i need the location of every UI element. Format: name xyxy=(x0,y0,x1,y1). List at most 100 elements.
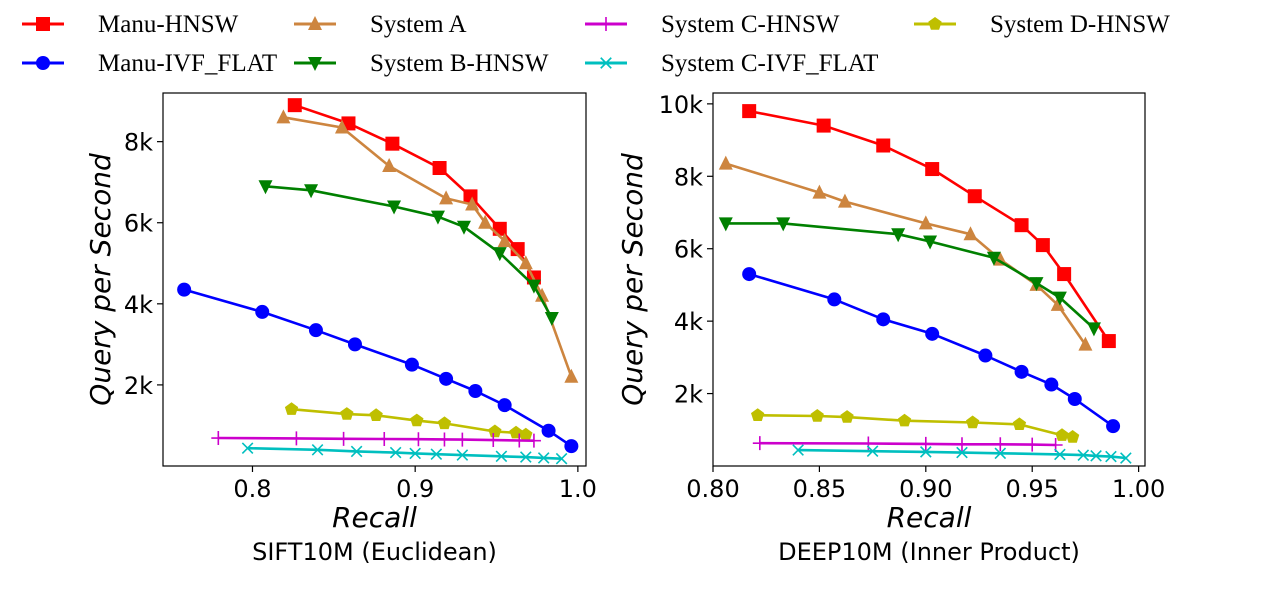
data-point xyxy=(555,452,568,465)
data-point xyxy=(304,184,319,199)
legend-entry-system-c-hnsw: System C-HNSW xyxy=(585,11,840,38)
data-point xyxy=(387,200,402,215)
series-line xyxy=(283,116,573,378)
x-axis-label: Recall xyxy=(332,501,417,534)
data-point xyxy=(432,161,447,176)
data-point xyxy=(963,226,978,241)
data-point xyxy=(544,312,559,327)
series-system-b-hnsw xyxy=(718,217,1101,337)
x-tick-label: 0.90 xyxy=(899,475,952,503)
data-point xyxy=(1029,277,1044,292)
data-point xyxy=(840,410,854,423)
data-point xyxy=(1057,267,1072,282)
series-system-d-hnsw xyxy=(284,402,533,441)
series-system-d-hnsw xyxy=(751,408,1080,443)
data-point xyxy=(776,217,791,232)
data-point xyxy=(827,292,842,307)
data-point xyxy=(437,432,452,447)
data-point xyxy=(486,433,501,448)
series-system-c-ivf-flat xyxy=(241,442,568,465)
data-point xyxy=(287,98,302,113)
data-point xyxy=(812,184,827,199)
data-point xyxy=(308,323,323,338)
data-point xyxy=(430,448,443,461)
legend-label: System C-IVF_FLAT xyxy=(661,50,878,77)
series-line xyxy=(218,436,534,442)
data-point xyxy=(742,104,757,119)
data-point xyxy=(255,304,270,319)
data-point xyxy=(1077,449,1090,461)
data-point xyxy=(211,431,226,446)
data-point xyxy=(526,279,541,294)
data-point xyxy=(1120,452,1132,464)
series-system-a xyxy=(718,155,1093,351)
data-point xyxy=(751,408,765,421)
plot-frame xyxy=(712,92,1146,467)
data-point xyxy=(810,409,824,422)
data-point xyxy=(258,180,273,195)
data-point xyxy=(1035,238,1050,253)
data-point xyxy=(456,220,471,235)
data-point xyxy=(468,383,483,398)
series-manu-ivf-flat xyxy=(177,282,579,454)
data-point xyxy=(535,287,550,302)
data-point xyxy=(966,415,980,429)
data-point xyxy=(284,402,299,415)
chart-title: SIFT10M (Euclidean) xyxy=(252,538,497,566)
y-tick-label: 4k xyxy=(674,308,703,336)
series-system-c-hnsw xyxy=(752,436,1063,452)
data-point xyxy=(866,445,879,457)
data-point xyxy=(1012,417,1027,430)
x-tick-label: 1.0 xyxy=(559,475,597,503)
data-point xyxy=(925,162,940,177)
series-system-c-hnsw xyxy=(211,431,541,448)
legend-marker xyxy=(36,56,50,70)
data-point xyxy=(177,282,192,297)
y-tick-label: 8k xyxy=(124,129,153,157)
data-point xyxy=(311,443,324,456)
data-point xyxy=(1066,430,1080,443)
data-point xyxy=(954,437,969,452)
legend-label: System A xyxy=(370,11,467,38)
data-point xyxy=(918,436,933,451)
data-point xyxy=(537,452,550,464)
data-point xyxy=(1052,291,1067,306)
data-point xyxy=(1050,296,1065,311)
y-tick-label: 2k xyxy=(674,381,703,409)
data-point xyxy=(382,157,397,172)
data-point xyxy=(495,450,508,463)
data-point xyxy=(241,442,254,454)
data-point xyxy=(385,136,400,151)
data-point xyxy=(1014,364,1029,379)
data-point xyxy=(497,232,512,247)
series-system-b-hnsw xyxy=(258,180,559,327)
y-axis-label: Query per Second xyxy=(84,153,117,406)
y-tick-label: 10k xyxy=(659,91,704,119)
data-point xyxy=(1054,448,1066,461)
data-point xyxy=(1106,419,1121,434)
plot-frame xyxy=(162,92,587,467)
data-point xyxy=(512,433,527,448)
data-point xyxy=(404,357,419,372)
data-point xyxy=(1105,450,1117,463)
data-point xyxy=(923,235,938,250)
legend-marker xyxy=(928,17,942,30)
data-point xyxy=(837,193,852,208)
series-system-c-ivf-flat xyxy=(792,444,1132,464)
legend-label: Manu-HNSW xyxy=(98,11,239,38)
data-point xyxy=(1086,322,1101,337)
legend-entry-manu-hnsw: Manu-HNSW xyxy=(22,11,239,38)
series-manu-hnsw xyxy=(742,104,1116,349)
data-point xyxy=(455,432,470,447)
data-point xyxy=(409,447,421,460)
data-point xyxy=(1025,437,1040,452)
data-point xyxy=(919,446,932,458)
series-line xyxy=(183,288,573,448)
data-point xyxy=(718,217,733,232)
series-line xyxy=(725,162,1087,346)
legend-marker xyxy=(308,16,322,30)
data-point xyxy=(564,368,579,383)
data-point xyxy=(389,446,402,459)
legend-label: Manu-IVF_FLAT xyxy=(98,50,277,77)
